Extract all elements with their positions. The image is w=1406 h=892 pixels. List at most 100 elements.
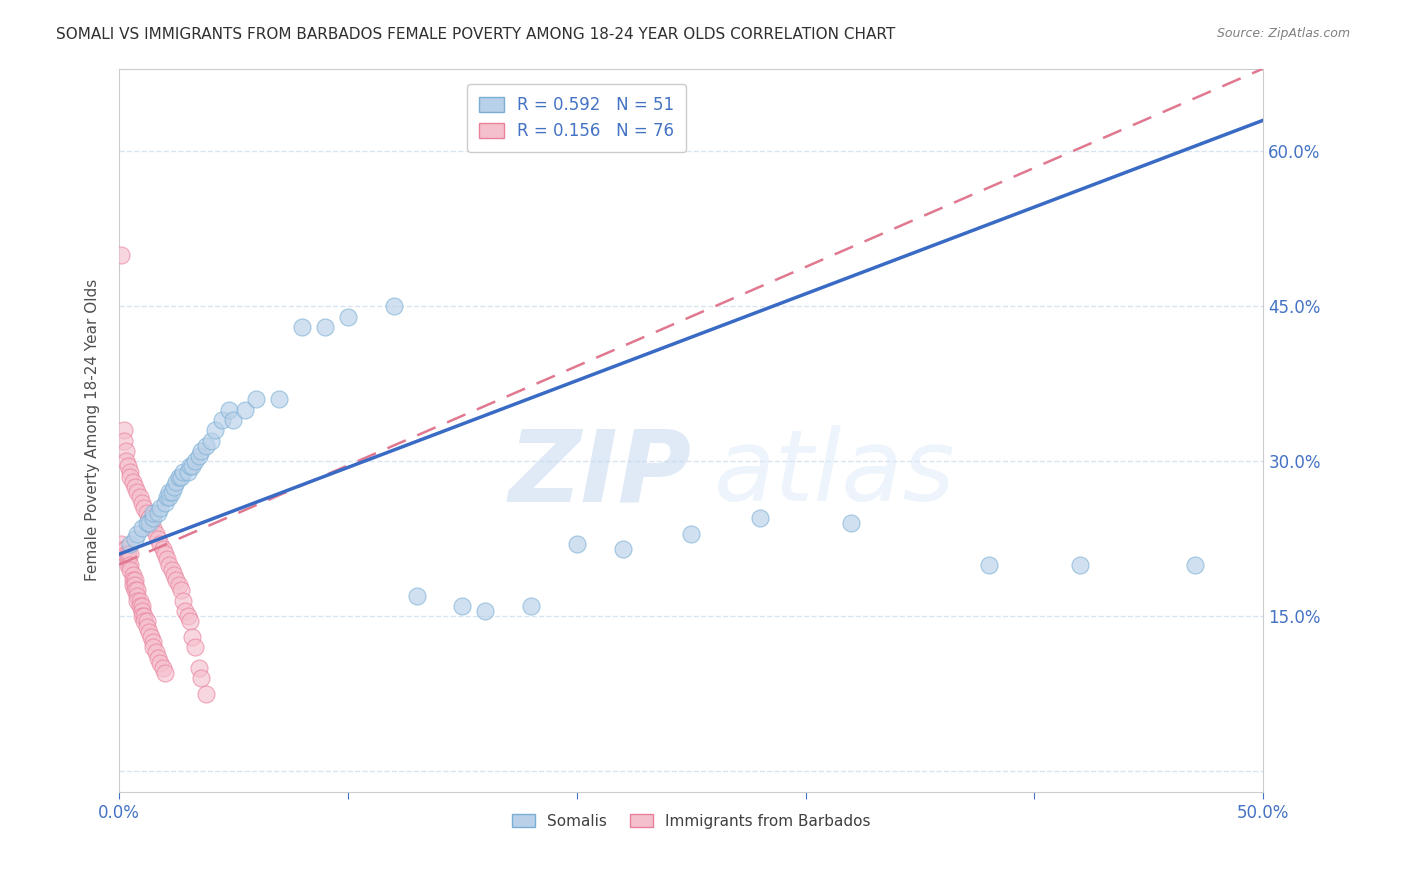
Point xyxy=(157,558,180,572)
Point xyxy=(120,558,142,572)
Point xyxy=(142,511,165,525)
Point xyxy=(124,532,146,546)
Point xyxy=(124,573,146,587)
Point xyxy=(336,310,359,324)
Point xyxy=(451,599,474,613)
Point xyxy=(200,434,222,448)
Point xyxy=(382,299,405,313)
Point xyxy=(163,568,186,582)
Point xyxy=(145,526,167,541)
Point xyxy=(117,552,139,566)
Point xyxy=(146,506,169,520)
Point xyxy=(149,500,172,515)
Point xyxy=(183,454,205,468)
Point xyxy=(183,640,205,655)
Point xyxy=(195,687,218,701)
Text: atlas: atlas xyxy=(714,425,956,522)
Point xyxy=(174,604,197,618)
Point xyxy=(134,615,156,629)
Point xyxy=(131,495,153,509)
Point xyxy=(135,516,157,531)
Point xyxy=(115,542,138,557)
Point xyxy=(110,247,132,261)
Point xyxy=(124,578,146,592)
Point xyxy=(128,491,150,505)
Point xyxy=(156,491,179,505)
Point xyxy=(138,516,160,531)
Point xyxy=(117,459,139,474)
Point xyxy=(120,465,142,479)
Point xyxy=(115,547,138,561)
Point xyxy=(170,469,193,483)
Point xyxy=(120,469,142,483)
Point xyxy=(405,589,427,603)
Point xyxy=(134,609,156,624)
Point xyxy=(153,547,176,561)
Point xyxy=(121,573,143,587)
Point xyxy=(177,465,200,479)
Point xyxy=(112,434,135,448)
Point xyxy=(117,547,139,561)
Point xyxy=(121,475,143,489)
Point xyxy=(172,594,194,608)
Point xyxy=(127,589,149,603)
Point xyxy=(977,558,1000,572)
Point xyxy=(120,547,142,561)
Point xyxy=(127,485,149,500)
Point xyxy=(222,413,245,427)
Point xyxy=(211,413,233,427)
Point xyxy=(170,583,193,598)
Point xyxy=(139,516,162,531)
Point xyxy=(172,465,194,479)
Point xyxy=(131,604,153,618)
Point xyxy=(124,583,146,598)
Point xyxy=(245,392,267,407)
Point xyxy=(131,609,153,624)
Y-axis label: Female Poverty Among 18-24 Year Olds: Female Poverty Among 18-24 Year Olds xyxy=(86,279,100,582)
Point xyxy=(135,615,157,629)
Point xyxy=(177,609,200,624)
Point xyxy=(314,319,336,334)
Point xyxy=(121,568,143,582)
Point xyxy=(152,661,174,675)
Point xyxy=(153,666,176,681)
Point xyxy=(156,552,179,566)
Point xyxy=(134,500,156,515)
Point xyxy=(149,537,172,551)
Point xyxy=(121,578,143,592)
Point xyxy=(188,449,211,463)
Point xyxy=(146,650,169,665)
Point xyxy=(165,573,187,587)
Point xyxy=(135,506,157,520)
Point xyxy=(127,526,149,541)
Point xyxy=(748,511,770,525)
Point xyxy=(124,480,146,494)
Point xyxy=(218,402,240,417)
Text: ZIP: ZIP xyxy=(508,425,692,522)
Point xyxy=(127,583,149,598)
Point xyxy=(1069,558,1091,572)
Point xyxy=(520,599,543,613)
Point xyxy=(131,599,153,613)
Point xyxy=(188,661,211,675)
Point xyxy=(179,615,201,629)
Point xyxy=(157,485,180,500)
Point xyxy=(190,444,212,458)
Point xyxy=(179,459,201,474)
Point xyxy=(128,594,150,608)
Point xyxy=(115,444,138,458)
Point xyxy=(142,506,165,520)
Point xyxy=(291,319,314,334)
Point xyxy=(112,542,135,557)
Point xyxy=(128,599,150,613)
Point xyxy=(146,532,169,546)
Point xyxy=(163,480,186,494)
Point xyxy=(110,537,132,551)
Point xyxy=(181,459,204,474)
Point xyxy=(152,542,174,557)
Point xyxy=(142,635,165,649)
Point xyxy=(142,521,165,535)
Point xyxy=(145,645,167,659)
Point xyxy=(157,491,180,505)
Point xyxy=(117,558,139,572)
